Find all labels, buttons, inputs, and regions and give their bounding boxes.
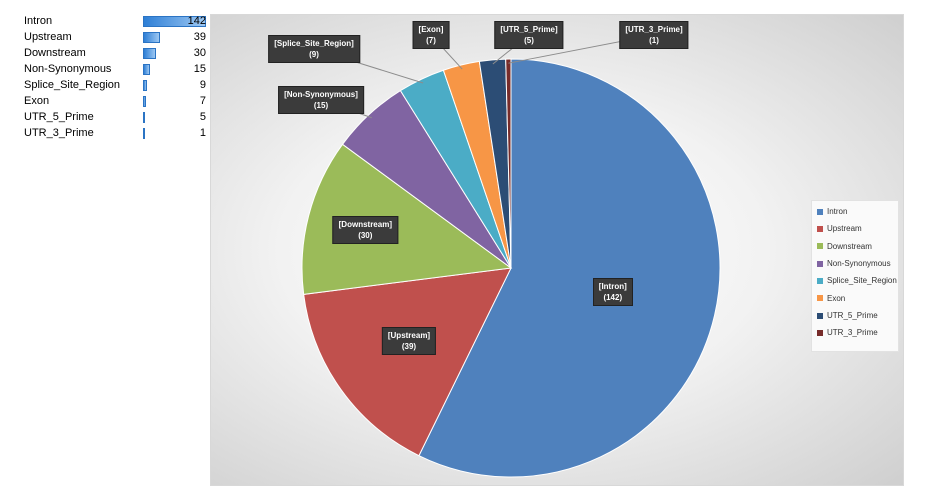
legend-item-utr-3-prime: UTR_3_Prime: [817, 328, 878, 337]
legend-label: Splice_Site_Region: [827, 276, 897, 286]
table-row-label: Upstream: [24, 31, 72, 43]
legend-item-utr-5-prime: UTR_5_Prime: [817, 311, 878, 320]
legend-label: Non-Synonymous: [827, 258, 891, 268]
legend-item-non-synonymous: Non-Synonymous: [817, 259, 891, 268]
table-row-downstream: Downstream 30: [22, 46, 212, 62]
legend-swatch: [817, 312, 823, 319]
data-label-name: [Intron]: [598, 281, 627, 291]
data-label-value: (1): [649, 36, 659, 45]
data-label-value: (9): [309, 50, 319, 59]
legend-swatch: [817, 208, 823, 215]
legend-swatch: [817, 278, 823, 285]
legend-item-splice-site-region: Splice_Site_Region: [817, 276, 897, 285]
table-row-intron: Intron 142: [22, 14, 212, 30]
chart-area: Intron Upstream Downstream Non-Synonymous Sp…: [210, 14, 904, 486]
table-databar: [143, 128, 145, 139]
table-row-upstream: Upstream 39: [22, 30, 212, 46]
legend-item-downstream: Downstream: [817, 242, 872, 251]
table-row-label: UTR_3_Prime: [24, 127, 94, 139]
table-row-label: Exon: [24, 95, 50, 107]
table-row-non-synonymous: Non-Synonymous 15: [22, 62, 212, 78]
table-row-value: 30: [193, 47, 206, 59]
legend-label: Upstream: [827, 224, 862, 234]
data-label-value: (5): [524, 36, 534, 45]
table-row-value: 7: [199, 95, 206, 107]
table-databar: [143, 16, 206, 27]
table-row-value: 142: [187, 15, 206, 27]
legend-swatch: [817, 295, 823, 302]
table-row-label: Intron: [24, 15, 53, 27]
legend-label: UTR_3_Prime: [827, 328, 878, 338]
table-databar: [143, 48, 157, 59]
legend-label: UTR_5_Prime: [827, 310, 878, 320]
data-label-value: (39): [401, 341, 417, 351]
pie-slice-utr-3-prime: [505, 58, 512, 269]
table-databar: [143, 32, 161, 43]
legend-label: Downstream: [827, 241, 872, 251]
data-label-value: (30): [358, 231, 373, 241]
table-row-splice-site-region: Splice_Site_Region 9: [22, 78, 212, 94]
table-row-value: 9: [199, 79, 206, 91]
table-row-value: 5: [199, 111, 206, 123]
table-row-exon: Exon 7: [22, 94, 212, 110]
table-row-label: Downstream: [24, 47, 86, 59]
data-label-exon: [Exon] (7): [412, 21, 450, 49]
table-row-utr-3-prime: UTR_3_Prime 1: [22, 126, 212, 142]
table-databar: [143, 96, 147, 107]
legend-swatch: [817, 329, 823, 336]
data-label-value: (142): [603, 292, 623, 302]
data-label-name: [Non-Synonymous]: [284, 90, 358, 99]
data-label-name: [Splice_Site_Region]: [274, 39, 354, 48]
pie-chart: [301, 34, 721, 478]
data-label-name: [Downstream]: [338, 220, 392, 230]
legend-item-intron: Intron: [817, 207, 847, 216]
data-label-non-synonymous: [Non-Synonymous] (15): [278, 86, 364, 114]
data-label-utr-5-prime: [UTR_5_Prime] (5): [494, 21, 564, 49]
table-databar: [143, 112, 146, 123]
legend-swatch: [817, 226, 823, 233]
table-row-utr-5-prime: UTR_5_Prime 5: [22, 110, 212, 126]
pie-slice-downstream: [301, 143, 513, 295]
legend-item-upstream: Upstream: [817, 224, 862, 233]
data-label-name: [Exon]: [418, 25, 444, 34]
table-row-label: Splice_Site_Region: [24, 79, 121, 91]
legend-item-exon: Exon: [817, 294, 845, 303]
legend-swatch: [817, 243, 823, 250]
table-databar: [143, 64, 150, 75]
data-label-name: [UTR_3_Prime]: [625, 25, 683, 34]
data-table: Intron 142 Upstream 39 Downstream 30 Non-Synon…: [22, 14, 212, 142]
legend-label: Exon: [827, 293, 846, 303]
legend-swatch: [817, 260, 823, 267]
table-row-value: 15: [193, 63, 206, 75]
data-label-downstream: [Downstream] (30): [332, 216, 398, 245]
data-label-name: [Upstream]: [387, 330, 431, 340]
legend: Intron Upstream Downstream Non-Synonymous Sp…: [811, 200, 899, 352]
pie-slice-intron: [418, 58, 721, 478]
data-label-splice-site-region: [Splice_Site_Region] (9): [268, 35, 360, 63]
data-label-upstream: [Upstream] (39): [381, 326, 437, 355]
data-label-value: (15): [313, 101, 329, 110]
pie-slice-upstream: [303, 267, 512, 457]
table-row-label: Non-Synonymous: [24, 63, 112, 75]
table-row-value: 1: [199, 127, 206, 139]
table-row-value: 39: [193, 31, 206, 43]
legend-label: Intron: [827, 207, 848, 216]
data-label-utr-3-prime: [UTR_3_Prime] (1): [619, 21, 689, 49]
data-label-intron: [Intron] (142): [592, 277, 633, 306]
data-label-value: (7): [426, 36, 436, 45]
data-label-name: [UTR_5_Prime]: [500, 25, 558, 34]
table-row-label: UTR_5_Prime: [24, 111, 94, 123]
table-databar: [143, 80, 147, 91]
